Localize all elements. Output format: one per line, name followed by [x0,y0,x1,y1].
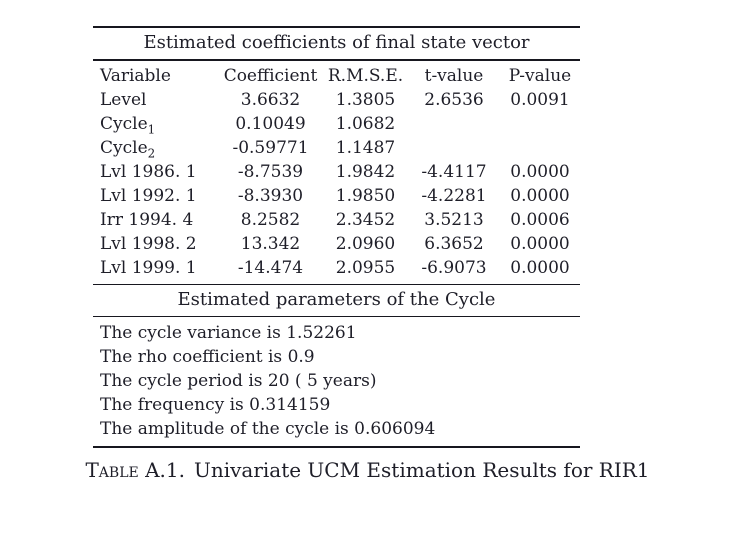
state-vector-rows: Level 3.6632 1.3805 2.6536 0.0091 Cycle1 0.100… [93,88,580,284]
cycle-parameter-line: The frequency is 0.314159 [100,395,331,415]
value-cell: 0.0006 [510,210,570,230]
state-vector-table: Variable Coefficient R.M.S.E. t-value P-valu… [93,61,580,284]
value-cell: 6.3652 [424,234,484,254]
table-caption: Table A.1. Univariate UCM Estimation Resu… [0,457,735,483]
caption-label: Table A.1. [85,458,185,482]
value-cell: 2.3452 [335,210,396,230]
value-cell: 1.9842 [335,162,396,182]
value-cell: 8.2582 [240,210,301,230]
value-cell: -4.4117 [421,162,487,182]
table-row: Lvl 1992. 1 -8.3930 1.9850 -4.2281 0.0000 [93,184,580,208]
value-cell: -14.474 [237,258,304,278]
variable-cell: Lvl 1999. 1 [100,258,197,278]
column-header: P-value [508,66,572,86]
column-header: Coefficient [223,66,318,86]
cycle-section-top-rule [93,284,580,285]
variable-cell: Lvl 1998. 2 [100,234,197,254]
value-cell: -0.59771 [232,138,309,158]
value-cell: 0.0091 [510,90,570,110]
cycle-parameter-line: The cycle variance is 1.52261 [100,323,357,343]
value-cell: 13.342 [240,234,301,254]
value-cell: 0.0000 [510,234,570,254]
value-cell [500,136,580,160]
value-cell: 0.0000 [510,186,570,206]
state-vector-section-title: Estimated coefficients of final state ve… [143,32,530,53]
value-cell: 2.6536 [424,90,484,110]
cycle-parameter-lines: The cycle variance is 1.52261 The rho coe… [93,317,580,446]
table-row: Irr 1994. 4 8.2582 2.3452 3.5213 0.0006 [93,208,580,232]
variable-cell: Lvl 1986. 1 [100,162,197,182]
table-row: Level 3.6632 1.3805 2.6536 0.0091 [93,88,580,112]
caption-text: Univariate UCM Estimation Results for RI… [193,458,650,482]
cycle-section-bottom-rule [93,316,580,317]
value-cell: 1.9850 [335,186,396,206]
value-cell: 2.0960 [335,234,396,254]
value-cell: 3.5213 [424,210,484,230]
state-vector-header-row: Variable Coefficient R.M.S.E. t-value P-valu… [93,61,580,88]
column-header: Variable [100,66,171,86]
value-cell [408,136,500,160]
variable-cell: Level [100,90,147,110]
value-cell: -4.2281 [421,186,487,206]
value-cell: -8.7539 [237,162,304,182]
table-row: Lvl 1999. 1 -14.474 2.0955 -6.9073 0.0000 [93,256,580,284]
value-cell: 1.1487 [335,138,396,158]
cycle-parameter-line: The cycle period is 20 ( 5 years) [100,371,377,391]
value-cell: 0.0000 [510,162,570,182]
column-header: t-value [424,66,484,86]
variable-cell: Cycle1 [100,114,156,137]
cycle-section-title: Estimated parameters of the Cycle [177,289,496,310]
value-cell: -8.3930 [237,186,304,206]
value-cell [500,112,580,136]
value-cell: -6.9073 [421,258,487,278]
table-bottom-rule [93,446,580,448]
value-cell: 2.0955 [335,258,396,278]
table-row: Cycle2 -0.59771 1.1487 [93,136,580,160]
column-header: R.M.S.E. [327,66,404,86]
value-cell: 1.3805 [335,90,396,110]
header-rule [93,59,580,61]
variable-cell: Cycle2 [100,138,156,161]
value-cell: 0.10049 [235,114,306,134]
variable-cell: Lvl 1992. 1 [100,186,197,206]
table-top-rule [93,26,580,28]
cycle-parameter-line: The amplitude of the cycle is 0.606094 [100,419,436,439]
value-cell: 3.6632 [240,90,301,110]
cycle-parameter-line: The rho coefficient is 0.9 [100,347,315,367]
value-cell: 0.0000 [510,258,570,278]
table-row: Cycle1 0.10049 1.0682 [93,112,580,136]
variable-cell: Irr 1994. 4 [100,210,194,230]
table-row: Lvl 1998. 2 13.342 2.0960 6.3652 0.0000 [93,232,580,256]
value-cell [408,112,500,136]
value-cell: 1.0682 [335,114,396,134]
table-row: Lvl 1986. 1 -8.7539 1.9842 -4.4117 0.0000 [93,160,580,184]
ucm-results-table: Estimated coefficients of final state ve… [93,26,580,448]
